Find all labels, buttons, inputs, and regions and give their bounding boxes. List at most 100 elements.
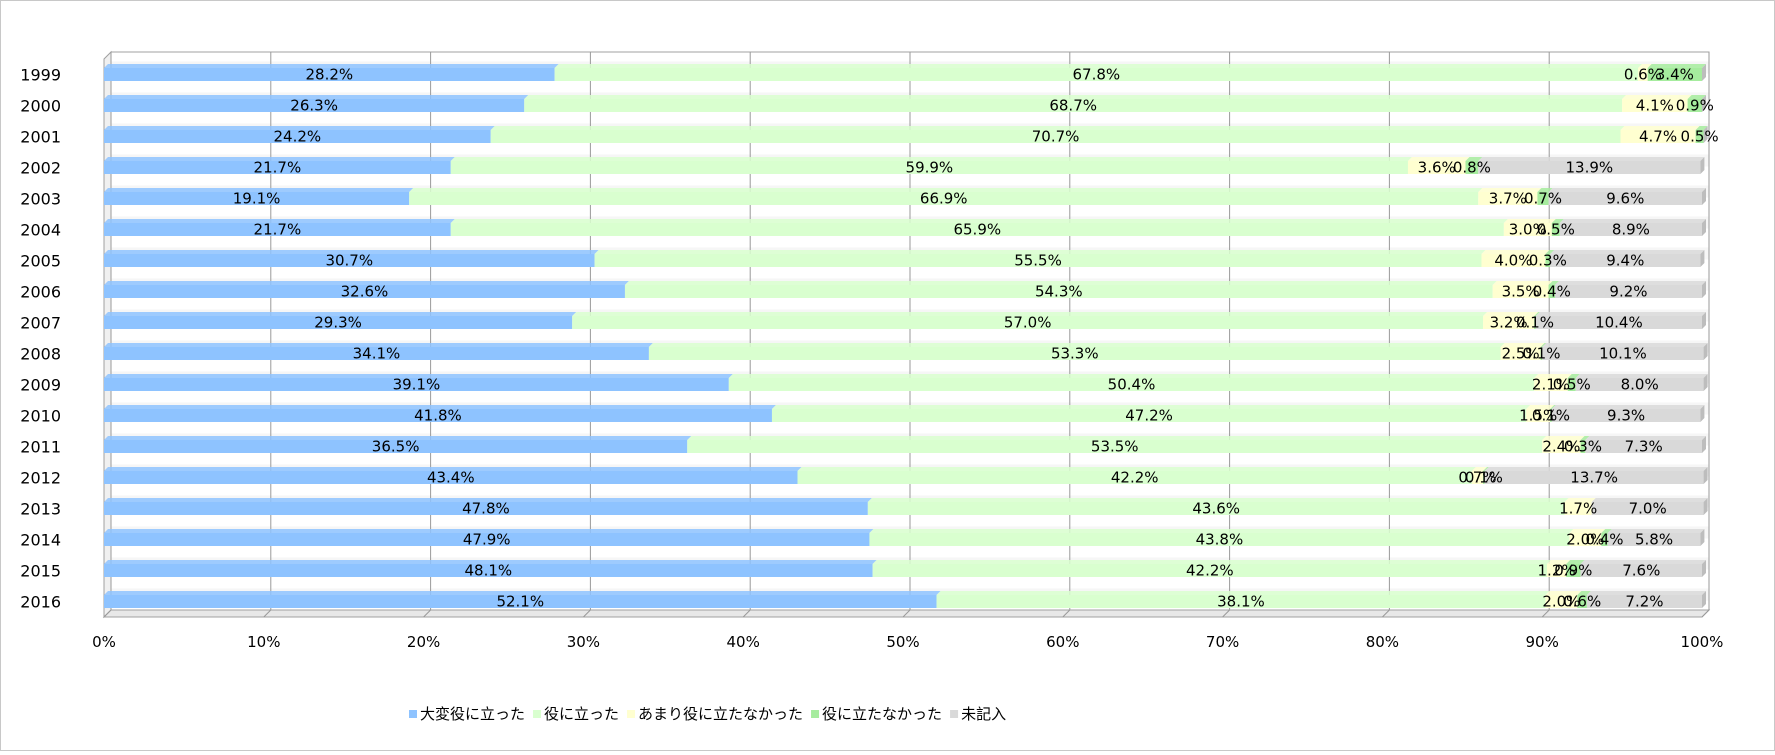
bar-segment <box>594 254 1482 267</box>
bar-segment <box>1503 223 1552 236</box>
bar-segment <box>490 130 1621 143</box>
bar-top-face <box>1535 312 1706 316</box>
data-label: 3.0% <box>1509 221 1547 239</box>
data-label: 0.5% <box>1537 221 1575 239</box>
bar-segment <box>104 161 451 174</box>
bar-end-cap <box>1702 188 1706 205</box>
bar-top-face <box>1566 560 1585 564</box>
bar-segment <box>1535 316 1702 329</box>
data-labels: 28.2% 67.8% 0.6%3.4%26.3% 68.7% 4.1% 0.9%24.2… <box>233 66 1719 611</box>
data-label: 9.6% <box>1606 190 1644 208</box>
data-label: 68.7% <box>1049 97 1097 115</box>
data-label: 53.5% <box>1091 438 1139 456</box>
data-label: 43.8% <box>1196 531 1244 549</box>
bar-top-face <box>1585 436 1706 440</box>
data-label: 1.7% <box>1559 500 1597 518</box>
legend-swatch <box>627 710 636 718</box>
bar-segment <box>1483 316 1535 329</box>
bar-top-face <box>104 498 872 502</box>
bar-segment <box>1575 378 1704 391</box>
bar-top-face <box>1500 343 1545 347</box>
bar-top-face <box>104 374 733 378</box>
bar-end-cap <box>1702 281 1706 298</box>
category-label: 2016 <box>20 593 61 612</box>
bar-end-cap <box>1702 95 1706 112</box>
category-label: 2010 <box>20 407 61 426</box>
bar-top-face <box>1526 405 1555 409</box>
bar-top-face <box>450 157 1412 161</box>
bar-top-face <box>869 529 1574 533</box>
bar-segment <box>869 533 1570 546</box>
data-label: 0.4% <box>1585 531 1623 549</box>
data-label: 2.4% <box>1542 438 1580 456</box>
bar-top-face <box>872 560 1551 564</box>
x-gridline-floor <box>1701 609 1710 618</box>
bar-segment <box>1545 254 1551 267</box>
bar-segment <box>1601 533 1608 546</box>
bar-segment <box>1585 440 1702 453</box>
data-label: 34.1% <box>353 345 401 363</box>
bar-end-cap <box>1702 64 1706 81</box>
bar-segment <box>872 564 1547 577</box>
bar-segment <box>1564 502 1592 515</box>
bar-top-face <box>728 374 1539 378</box>
x-tick-label: 90% <box>1526 633 1559 651</box>
bar-segment <box>1545 595 1578 608</box>
data-label: 47.9% <box>463 531 511 549</box>
bar-top-face <box>1503 219 1556 223</box>
bar-top-face <box>524 95 1627 99</box>
bar-segment <box>1591 502 1704 515</box>
bar-segment <box>104 471 798 484</box>
bar-top-face <box>1542 436 1585 440</box>
bar-segment <box>104 440 688 453</box>
bar-end-cap <box>1703 343 1708 360</box>
data-label: 48.1% <box>464 562 512 580</box>
bar-segment <box>1407 161 1466 174</box>
bar-top-face <box>1638 64 1652 68</box>
legend-label: 大変役に立った <box>420 705 525 723</box>
category-label: 2004 <box>20 221 61 240</box>
bar-segment <box>1559 223 1702 236</box>
data-label: 2.0% <box>1566 531 1604 549</box>
data-label: 13.7% <box>1570 469 1618 487</box>
data-label: 66.9% <box>920 190 968 208</box>
category-label: 2003 <box>20 190 61 209</box>
bar-end-cap <box>1702 436 1706 453</box>
bar-segment <box>524 99 1623 112</box>
bar-segment <box>867 502 1565 515</box>
data-label: 3.5% <box>1502 283 1540 301</box>
data-label: 0.5% <box>1681 128 1719 146</box>
bar-top-face <box>104 126 495 130</box>
x-tick-label: 30% <box>567 633 600 651</box>
data-label: 24.2% <box>274 128 322 146</box>
data-label: 0.8% <box>1453 159 1491 177</box>
bar-segment <box>1607 533 1701 546</box>
bar-top-face <box>1478 157 1705 161</box>
bar-top-face <box>1551 405 1705 409</box>
bar-segment <box>1622 99 1688 112</box>
data-label: 32.6% <box>341 283 389 301</box>
category-label: 2006 <box>20 283 61 302</box>
data-label: 9.4% <box>1606 252 1644 270</box>
data-label: 8.0% <box>1621 376 1659 394</box>
data-label: 0.3% <box>1564 438 1602 456</box>
bar-top-face <box>104 95 529 99</box>
data-label: 3.7% <box>1489 190 1527 208</box>
bar-segment <box>1483 471 1485 484</box>
bar-segment <box>554 68 1639 81</box>
bar-end-cap <box>1702 312 1706 329</box>
gridlines <box>103 52 1710 618</box>
data-label: 50.4% <box>1108 376 1156 394</box>
category-label: 2009 <box>20 376 61 395</box>
data-label: 7.0% <box>1629 500 1667 518</box>
data-label: 70.7% <box>1032 128 1080 146</box>
bar-segment <box>1550 254 1701 267</box>
bar-segment <box>1554 285 1702 298</box>
data-label: 30.7% <box>325 252 373 270</box>
data-label: 65.9% <box>953 221 1001 239</box>
bar-segment <box>104 192 410 205</box>
bar-segment <box>1620 130 1696 143</box>
data-label: 43.6% <box>1192 500 1240 518</box>
bar-top-face <box>1548 281 1559 285</box>
data-label: 53.3% <box>1051 345 1099 363</box>
